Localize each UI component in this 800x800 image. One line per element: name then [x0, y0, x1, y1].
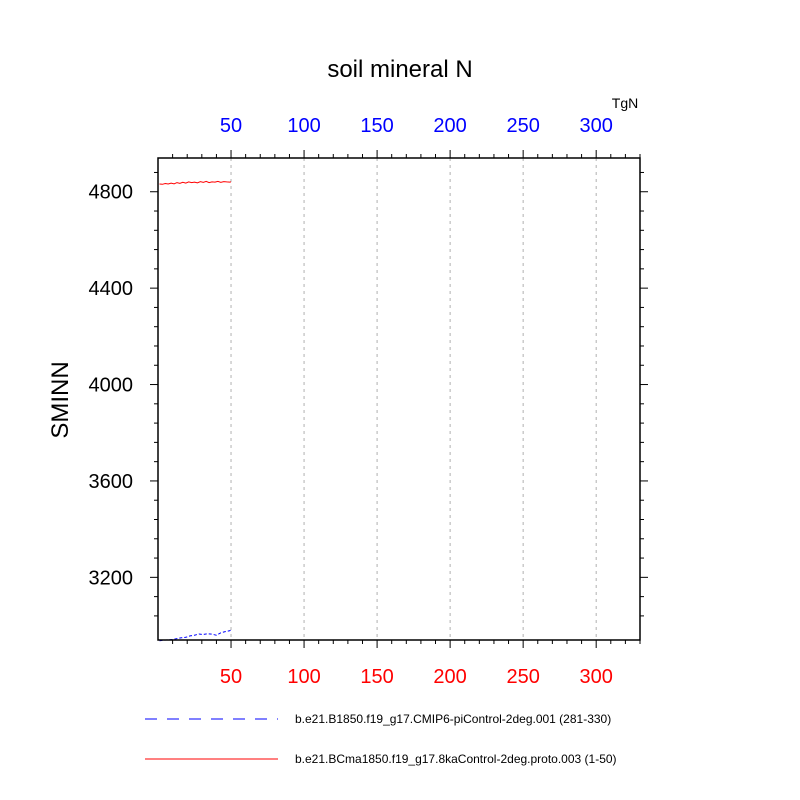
- x-tick-label-bottom: 100: [287, 666, 320, 688]
- series-lines: [159, 180, 232, 642]
- x-tick-label-bottom: 150: [360, 666, 393, 688]
- chart-title: soil mineral N: [327, 56, 472, 83]
- legend-label-2: b.e21.BCma1850.f19_g17.8kaControl-2deg.p…: [295, 752, 617, 766]
- x-tick-label-bottom: 300: [579, 666, 612, 688]
- series-line-1: [159, 629, 232, 642]
- y-tick-label: 4000: [89, 375, 134, 397]
- x-tick-label-bottom: 250: [506, 666, 539, 688]
- x-tick-label-top: 100: [287, 115, 320, 137]
- y-axis-label: SMINN: [47, 361, 74, 438]
- legend: b.e21.B1850.f19_g17.CMIP6-piControl-2deg…: [145, 712, 617, 766]
- x-tick-label-top: 300: [579, 115, 612, 137]
- series-line-2: [159, 180, 232, 185]
- x-tick-label-top: 150: [360, 115, 393, 137]
- x-tick-label-top: 250: [506, 115, 539, 137]
- x-tick-label-top: 200: [433, 115, 466, 137]
- x-tick-label-bottom: 50: [220, 666, 242, 688]
- grid-lines: [230, 158, 597, 640]
- units-label: TgN: [612, 95, 638, 111]
- x-tick-label-bottom: 200: [433, 666, 466, 688]
- y-tick-label: 3600: [89, 471, 134, 493]
- y-tick-label: 3200: [89, 567, 134, 589]
- plot-frame: [157, 157, 641, 641]
- y-tick-label: 4400: [89, 278, 134, 300]
- legend-label-1: b.e21.B1850.f19_g17.CMIP6-piControl-2deg…: [295, 712, 611, 726]
- x-tick-label-top: 50: [220, 115, 242, 137]
- axes: 50 100 150 200 250 300 50 100 150 200 250 300 3200 36…: [89, 115, 648, 688]
- y-tick-label: 4800: [89, 182, 134, 204]
